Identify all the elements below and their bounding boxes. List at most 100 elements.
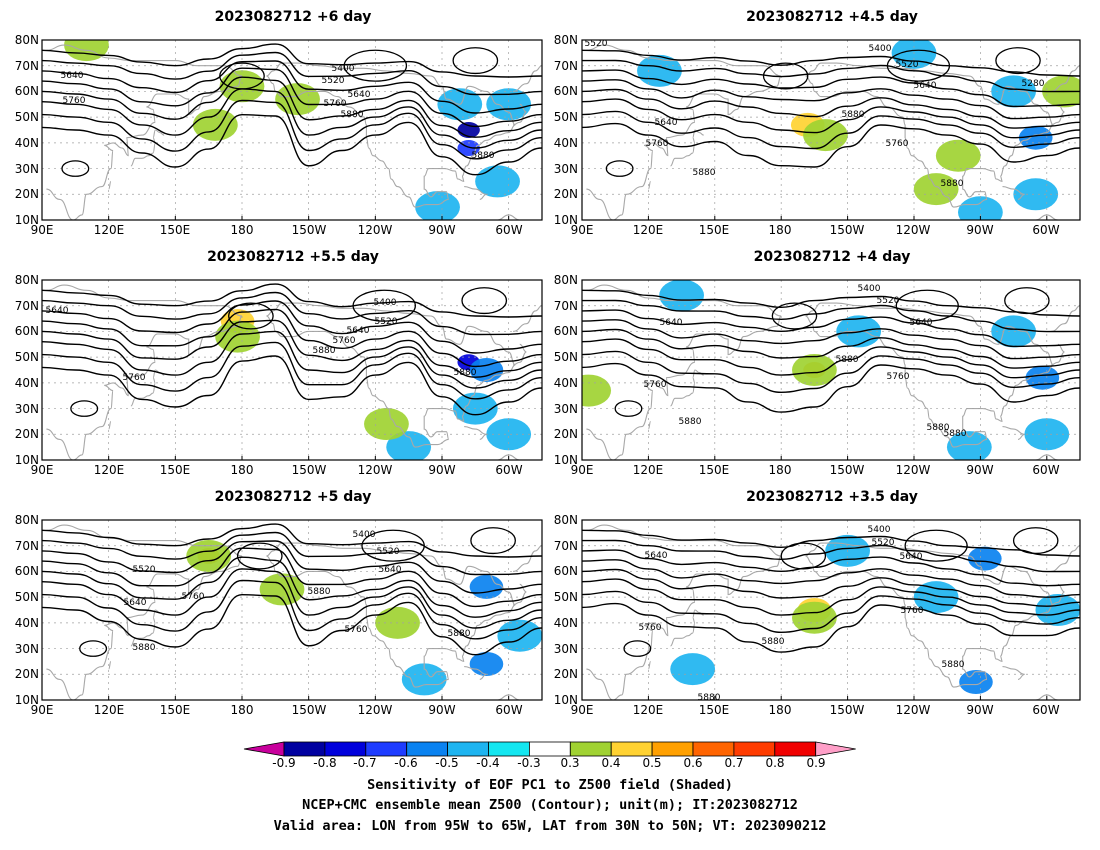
gridlines bbox=[42, 520, 542, 700]
colorbar-swatch bbox=[324, 741, 367, 757]
panel-title: 2023082712 +5 day bbox=[215, 489, 372, 505]
colorbar-tick: -0.3 bbox=[517, 756, 540, 770]
contour-label: 5520 bbox=[375, 317, 398, 327]
z500-contour bbox=[42, 547, 542, 608]
coastline bbox=[464, 426, 487, 440]
z500-contour bbox=[582, 559, 1080, 598]
map-frame bbox=[41, 519, 543, 701]
sensitivity-patch bbox=[959, 670, 993, 694]
gridlines bbox=[582, 280, 1080, 460]
contour-label: 5400 bbox=[858, 284, 881, 294]
coastline bbox=[1011, 214, 1058, 220]
tick-label: 80N bbox=[15, 33, 39, 47]
contour-label: 5880 bbox=[472, 151, 495, 161]
z500-closed-contour bbox=[771, 302, 818, 330]
tick-label: 70N bbox=[554, 299, 578, 313]
gridlines bbox=[582, 520, 1080, 700]
contour-label: 5880 bbox=[448, 629, 471, 639]
map-frame bbox=[41, 39, 543, 221]
coastline bbox=[513, 305, 542, 332]
z500-closed-contour bbox=[995, 47, 1041, 75]
tick-label: 60N bbox=[15, 564, 39, 578]
z500-contours bbox=[42, 43, 542, 177]
coastline bbox=[1002, 426, 1025, 440]
sensitivity-patch bbox=[364, 408, 409, 440]
y-axis-ticks: 80N 70N 60N 50N 40N 30N 20N 10N bbox=[554, 513, 578, 707]
tick-label: 50N bbox=[15, 350, 39, 364]
contour-labels: 5400 5520 5640 5640 5760 5760 5880 5880 bbox=[61, 64, 495, 161]
z500-closed-contour bbox=[343, 49, 408, 82]
z500-contour bbox=[42, 568, 542, 629]
contour-label: 5520 bbox=[322, 76, 345, 86]
coastline bbox=[513, 65, 542, 92]
colorbar-tick-labels: -0.9 -0.8 -0.7 -0.6 -0.5 -0.4 -0.3 0.3 0… bbox=[272, 756, 825, 770]
x-axis-ticks: 90E 120E 150E 180 150W 120W 90W 60W bbox=[571, 463, 1060, 477]
z500-contour bbox=[42, 531, 542, 576]
tick-label: 50N bbox=[554, 350, 578, 364]
z500-contour bbox=[582, 79, 1080, 120]
colorbar-low-arrow bbox=[243, 741, 285, 757]
contour-label: 5760 bbox=[901, 606, 924, 616]
x-axis-ticks: 90E 120E 150E 180 150W 120W 90W 60W bbox=[31, 463, 523, 477]
sensitivity-patch bbox=[219, 70, 265, 103]
contour-label: 5400 bbox=[869, 44, 892, 54]
sensitivity-patch bbox=[401, 663, 447, 696]
tick-label: 150W bbox=[292, 703, 327, 717]
tick-label: 30N bbox=[15, 162, 39, 176]
tick-label: 60N bbox=[554, 564, 578, 578]
z500-contours bbox=[582, 287, 1080, 417]
contour-label: 5640 bbox=[124, 598, 147, 608]
sensitivity-patch bbox=[457, 122, 480, 138]
z500-contour bbox=[42, 540, 542, 594]
y-axis-ticks: 80N 70N 60N 50N 40N 30N 20N 10N bbox=[15, 513, 39, 707]
sensitivity-patch bbox=[968, 546, 1002, 571]
sensitivity-patch bbox=[803, 119, 848, 152]
tick-label: 180 bbox=[231, 703, 254, 717]
z500-contour bbox=[582, 319, 1080, 360]
panel-title: 2023082712 +3.5 day bbox=[746, 489, 918, 505]
coastline bbox=[586, 524, 782, 700]
contour-label: 5880 bbox=[842, 110, 865, 120]
tick-label: 60N bbox=[554, 324, 578, 338]
tick-label: 90W bbox=[966, 463, 993, 477]
z500-closed-contour bbox=[228, 302, 274, 330]
z500-closed-contour bbox=[361, 529, 425, 562]
z500-contour bbox=[582, 328, 1080, 369]
z500-closed-contour bbox=[780, 542, 827, 570]
sensitivity-patch bbox=[946, 431, 992, 460]
x-axis-ticks: 90E 120E 150E 180 150W 120W 90W 60W bbox=[571, 703, 1060, 717]
coastlines bbox=[46, 284, 542, 460]
coastline bbox=[473, 214, 520, 220]
coastline bbox=[464, 186, 487, 200]
z500-contour bbox=[42, 43, 542, 78]
contour-label: 5640 bbox=[348, 90, 371, 100]
z500-closed-contour bbox=[236, 542, 283, 570]
tick-label: 150W bbox=[292, 463, 327, 477]
tick-label: 50N bbox=[554, 590, 578, 604]
contour-label: 5640 bbox=[61, 71, 84, 81]
contour-label: 5880 bbox=[836, 355, 859, 365]
colorbar-swatch bbox=[488, 741, 530, 757]
y-axis-ticks: 80N 70N 60N 50N 40N 30N 20N 10N bbox=[15, 273, 39, 467]
contour-label: 5880 bbox=[133, 643, 156, 653]
contour-label: 5400 bbox=[353, 530, 376, 540]
contour-label: 5760 bbox=[887, 372, 910, 382]
map-field bbox=[42, 40, 542, 220]
y-axis-ticks: 80N 70N 60N 50N 40N 30N 20N 10N bbox=[15, 33, 39, 227]
z500-contour bbox=[582, 289, 1080, 317]
tick-label: 90W bbox=[428, 463, 455, 477]
tick-label: 120E bbox=[633, 223, 664, 237]
contour-label: 5760 bbox=[644, 380, 667, 390]
map-field bbox=[582, 280, 1080, 460]
contour-labels: 5400 5520 5520 5640 5640 5760 5760 5880 … bbox=[124, 530, 471, 653]
contour-label: 5760 bbox=[63, 96, 86, 106]
coastline bbox=[464, 666, 487, 680]
z500-contour bbox=[42, 60, 542, 114]
coastline bbox=[266, 302, 516, 448]
z500-contour bbox=[42, 523, 542, 558]
z500-contours bbox=[582, 527, 1080, 657]
colorbar-swatch bbox=[283, 741, 326, 757]
z500-closed-contour bbox=[61, 160, 90, 177]
tick-label: 50N bbox=[554, 110, 578, 124]
tick-label: 150E bbox=[160, 223, 191, 237]
